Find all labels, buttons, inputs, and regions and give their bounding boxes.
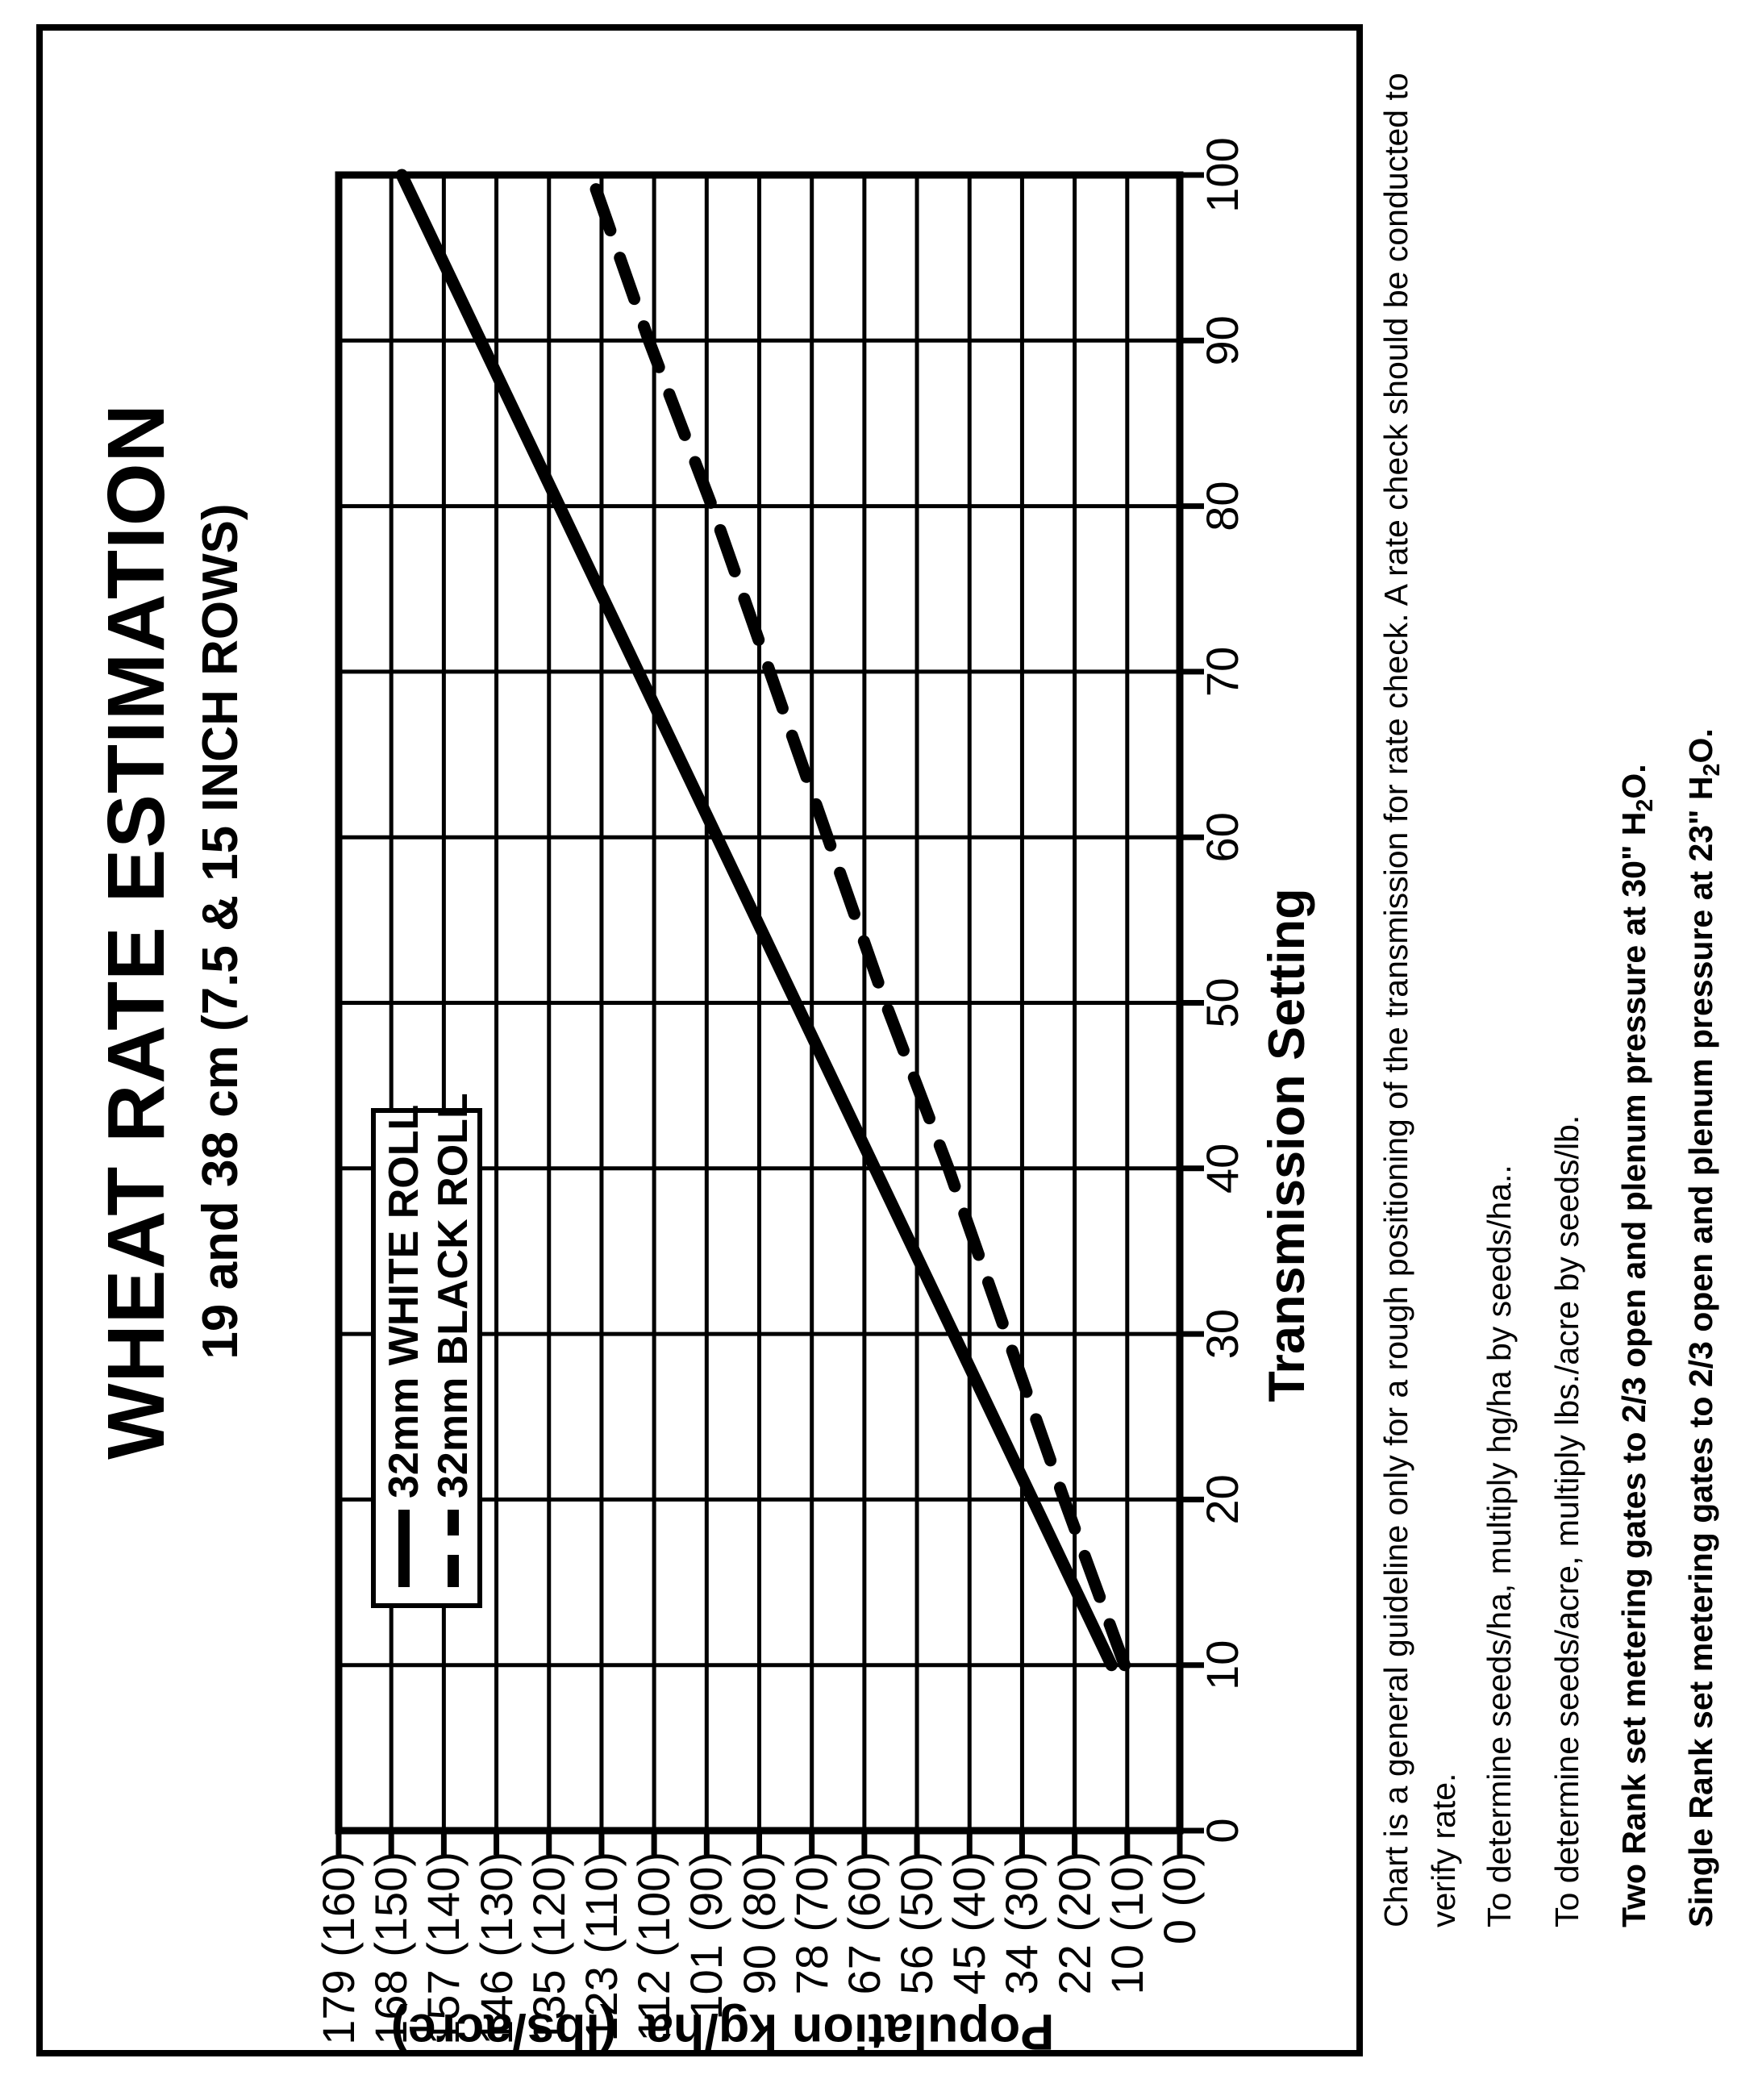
- y-axis-title: Population kg/ha (lbs/acre): [390, 2003, 1055, 2060]
- legend-label-black-roll: 32mm BLACK ROLL: [430, 1093, 477, 1498]
- dashed-line-swatch-icon: [448, 1510, 459, 1587]
- footnote-line: To determine seeds/ha, multiply hg/ha by…: [1481, 1165, 1518, 1927]
- x-tick-label: 100: [1197, 137, 1248, 213]
- x-tick-label: 90: [1197, 315, 1248, 366]
- chart-title: WHEAT RATE ESTIMATION: [91, 403, 181, 1460]
- x-tick-label: 70: [1197, 646, 1248, 698]
- legend-row-black-roll: 32mm BLACK ROLL: [429, 1093, 477, 1589]
- footnote-line: verify rate.: [1425, 1773, 1462, 1927]
- x-tick-label: 60: [1197, 812, 1248, 863]
- x-tick-label: 10: [1197, 1640, 1248, 1690]
- x-tick-label: 30: [1197, 1308, 1248, 1360]
- series-line-32mm-white-roll: [395, 169, 1118, 1672]
- footnote-line: Two Rank set metering gates to 2/3 open …: [1615, 764, 1659, 1927]
- footnote-line: To determine seeds/acre, multiply lbs./a…: [1548, 1115, 1585, 1927]
- x-axis-title: Transmission Setting: [1259, 888, 1315, 1402]
- solid-line-swatch-icon: [398, 1510, 410, 1587]
- x-tick-label: 20: [1197, 1474, 1248, 1525]
- legend-label-white-roll: 32mm WHITE ROLL: [381, 1104, 427, 1498]
- legend-box: 32mm WHITE ROLL 32mm BLACK ROLL: [371, 1093, 482, 1608]
- plot-area: [335, 169, 1204, 1855]
- series-line-32mm-black-roll: [585, 169, 1131, 1672]
- footnote-line: Chart is a general guideline only for a …: [1377, 73, 1414, 1927]
- footnote-line: Single Rank set metering gates to 2/3 op…: [1682, 728, 1726, 1927]
- x-tick-label: 40: [1197, 1143, 1248, 1194]
- legend-row-white-roll: 32mm WHITE ROLL: [380, 1105, 428, 1589]
- x-tick-label: 80: [1197, 481, 1248, 531]
- chart-subtitle: 19 and 38 cm (7.5 & 15 INCH ROWS): [193, 503, 248, 1360]
- x-tick-label: 50: [1197, 977, 1248, 1028]
